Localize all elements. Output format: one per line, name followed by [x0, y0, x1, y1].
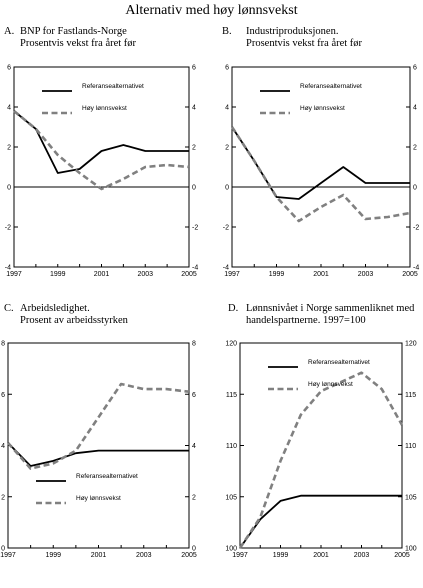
panel-c-ytick-label-left: 6 — [1, 392, 5, 399]
panel-d-ytick-label-left: 115 — [226, 392, 237, 399]
panel-b-series-referanse-line — [231, 126, 410, 200]
panel-c-xtick-label: 1999 — [45, 552, 61, 559]
panel-c-series-referanse-line — [7, 442, 189, 467]
panel-c-ytick-label-left: 8 — [1, 341, 5, 348]
panel-d-ytick-label-right: 100 — [405, 546, 417, 553]
page-title: Alternativ med høy lønnsvekst — [125, 3, 297, 18]
panel-d-ytick-label-left: 110 — [226, 443, 237, 450]
panel-b-ytick-label-right: -4 — [413, 265, 419, 272]
panel-b-title-line: Prosentvis vekst fra året før — [246, 38, 363, 49]
panel-a-series-referanse-line — [13, 110, 189, 174]
panel-a-plot-frame — [13, 66, 190, 268]
panel-d-series-hoy-lonnsvekst-line — [238, 371, 404, 549]
panel-d-xtick-label: 2001 — [313, 552, 329, 559]
panel-c-xtick-label: 2005 — [181, 552, 197, 559]
panel-c-xtick-label: 2003 — [136, 552, 152, 559]
panel-d-ytick-label-left: 120 — [225, 341, 237, 348]
panel-b-legend-label: Referansealternativet — [300, 83, 362, 90]
panel-d-xtick-label: 2005 — [394, 552, 410, 559]
panel-a-ytick-label-left: 6 — [7, 65, 11, 72]
panel-d-title-line: handelspartnerne. 1997=100 — [246, 315, 366, 326]
panel-d-legend-label: Referansealternativet — [308, 359, 370, 366]
panel-b-title-line: Industriproduksjonen. — [246, 26, 338, 37]
panel-d-plot-frame — [239, 342, 403, 549]
panel-b-ytick-label-right: 2 — [413, 145, 417, 152]
panel-d-title-line: Lønnsnivået i Norge sammenliknet med — [246, 303, 415, 314]
panel-b-ytick-label-right: 6 — [413, 65, 417, 72]
panel-a-title-line: Prosentvis vekst fra året før — [20, 38, 137, 49]
panel-c-legend-label: Referansealternativet — [76, 473, 138, 480]
panel-b-series-hoy-lonnsvekst-line — [230, 126, 411, 223]
panel-a-xtick-label: 1999 — [50, 271, 66, 278]
panel-b-xtick-label: 2005 — [402, 271, 418, 278]
panel-c-plot-frame — [7, 342, 190, 549]
panel-b-xtick-label: 1999 — [269, 271, 285, 278]
panel-a-title-line: BNP for Fastlands-Norge — [20, 26, 127, 37]
panel-b-ytick-label-left: 4 — [225, 105, 229, 112]
panel-a-xtick-label: 1997 — [6, 271, 22, 278]
panel-b-ytick-label-right: 0 — [413, 185, 417, 192]
panel-c-letter: C. — [4, 303, 14, 314]
panel-c-legend-label: Høy lønnsvekst — [76, 495, 121, 502]
panel-a-xtick-label: 2005 — [181, 271, 197, 278]
panel-d-ytick-label-right: 120 — [405, 341, 417, 348]
panel-c-ytick-label-right: 2 — [192, 494, 196, 501]
panel-d-legend-label: Høy lønnsvekst — [308, 381, 353, 388]
panel-a-ytick-label-left: -4 — [5, 265, 11, 272]
panel-c-ytick-label-left: 2 — [1, 494, 5, 501]
panel-b-ytick-label-right: -2 — [413, 225, 419, 232]
panel-c-xtick-label: 1997 — [0, 552, 16, 559]
panel-a-xtick-label: 2003 — [137, 271, 153, 278]
panel-d-ytick-label-right: 115 — [405, 392, 416, 399]
panel-b-ytick-label-left: 6 — [225, 65, 229, 72]
panel-a-ytick-label-right: -4 — [192, 265, 198, 272]
panel-c-ytick-label-right: 4 — [192, 443, 196, 450]
panel-d-series-referanse-line — [239, 494, 402, 549]
panel-c-ytick-label-right: 8 — [192, 341, 196, 348]
panel-a-letter: A. — [4, 26, 14, 37]
panel-d-xtick-label: 1999 — [273, 552, 289, 559]
panel-b-xtick-label: 2003 — [358, 271, 374, 278]
panel-a-ytick-label-right: 2 — [192, 145, 196, 152]
panel-b-xtick-label: 1997 — [224, 271, 240, 278]
panel-a-ytick-label-left: 2 — [7, 145, 11, 152]
panel-b-xtick-label: 2001 — [313, 271, 329, 278]
panel-c-ytick-label-left: 4 — [1, 443, 5, 450]
panel-c-title-line: Arbeidsledighet. — [20, 303, 90, 314]
panel-d-ytick-label-left: 100 — [225, 546, 237, 553]
panel-a-legend-label: Høy lønnsvekst — [82, 105, 127, 112]
panel-a-series-hoy-lonnsvekst-line — [13, 109, 190, 191]
panel-b-ytick-label-left: -2 — [223, 225, 229, 232]
panel-c-ytick-label-right: 0 — [192, 546, 196, 553]
panel-a-legend-label: Referansealternativet — [82, 83, 144, 90]
panel-c-series-hoy-lonnsvekst-line — [7, 382, 190, 470]
panel-d-ytick-label-left: 105 — [225, 494, 237, 501]
panel-c-xtick-label: 2001 — [91, 552, 107, 559]
panel-b-legend-label: Høy lønnsvekst — [300, 105, 345, 112]
panel-b-ytick-label-left: 0 — [225, 185, 229, 192]
panel-a-ytick-label-right: 6 — [192, 65, 196, 72]
panel-a-ytick-label-right: -2 — [192, 225, 198, 232]
panel-a-ytick-label-left: -2 — [5, 225, 11, 232]
panel-c-ytick-label-right: 6 — [192, 392, 196, 399]
panel-d-ytick-label-right: 110 — [405, 443, 416, 450]
panel-d-ytick-label-right: 105 — [405, 494, 417, 501]
panel-c-title-line: Prosent av arbeidsstyrken — [20, 315, 129, 326]
panel-c-ytick-label-left: 0 — [1, 546, 5, 553]
panel-a-ytick-label-left: 4 — [7, 105, 11, 112]
panel-a-ytick-label-left: 0 — [7, 185, 11, 192]
panel-d-xtick-label: 2003 — [354, 552, 370, 559]
panel-b-ytick-label-right: 4 — [413, 105, 417, 112]
panel-b-ytick-label-left: -4 — [223, 265, 229, 272]
panel-a-ytick-label-right: 4 — [192, 105, 196, 112]
panel-d-letter: D. — [228, 303, 238, 314]
panel-a-xtick-label: 2001 — [94, 271, 110, 278]
panel-b-letter: B. — [222, 26, 232, 37]
panel-b-ytick-label-left: 2 — [225, 145, 229, 152]
panel-a-ytick-label-right: 0 — [192, 185, 196, 192]
panel-d-xtick-label: 1997 — [232, 552, 248, 559]
